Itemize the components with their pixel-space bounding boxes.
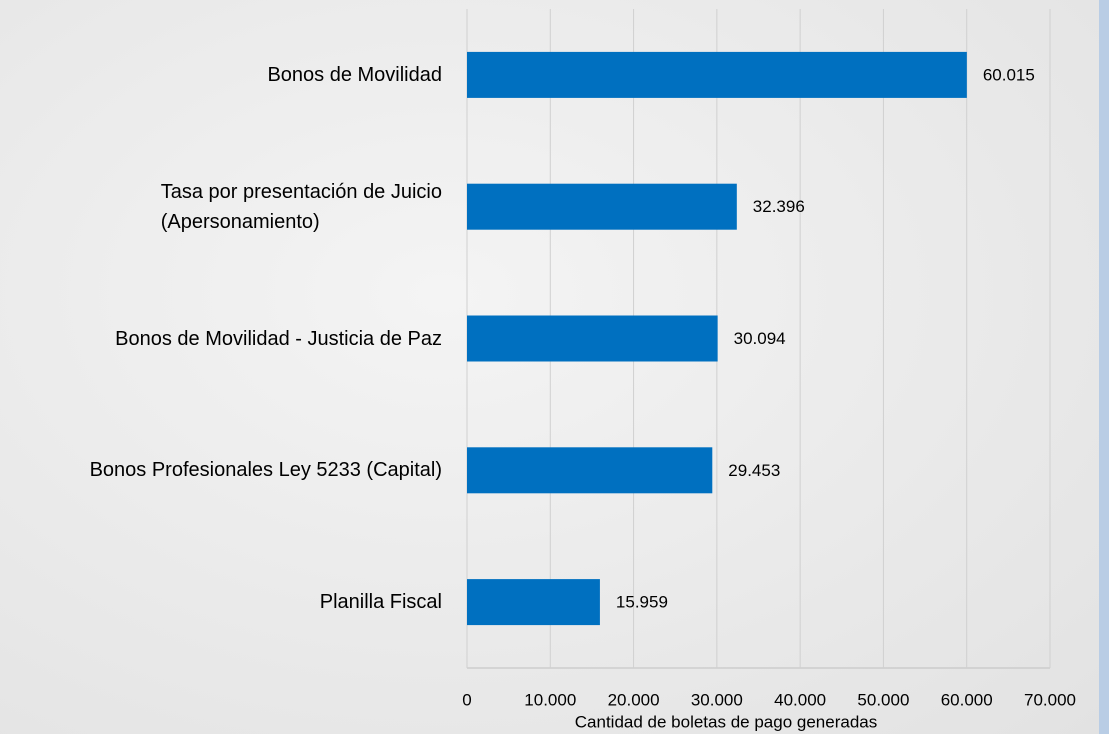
category-label: Bonos de Movilidad - Justicia de Paz xyxy=(0,324,442,354)
data-label: 29.453 xyxy=(728,461,780,480)
bar xyxy=(467,51,967,98)
category-label: Tasa por presentación de Juicio (Aperson… xyxy=(0,177,442,237)
x-tick-label: 30.000 xyxy=(691,690,743,709)
category-label: Planilla Fiscal xyxy=(0,587,442,617)
data-label: 60.015 xyxy=(983,65,1035,84)
category-text: Bonos Profesionales Ley 5233 (Capital) xyxy=(89,459,442,482)
category-label: Bonos Profesionales Ley 5233 (Capital) xyxy=(0,455,442,485)
side-stripe xyxy=(1099,0,1109,734)
category-label: Bonos de Movilidad xyxy=(0,60,442,90)
category-text: Tasa por presentación de Juicio (Aperson… xyxy=(160,180,442,233)
x-tick-label: 0 xyxy=(462,690,471,709)
x-tick-label: 20.000 xyxy=(608,690,660,709)
x-axis-label: Cantidad de boletas de pago generadas xyxy=(575,712,877,731)
bar xyxy=(467,315,718,362)
bar xyxy=(467,579,600,626)
bar xyxy=(467,183,737,230)
category-text: Bonos de Movilidad - Justicia de Paz xyxy=(115,327,442,350)
x-tick-label: 70.000 xyxy=(1024,690,1076,709)
x-tick-label: 60.000 xyxy=(941,690,993,709)
x-tick-label: 10.000 xyxy=(524,690,576,709)
data-label: 15.959 xyxy=(616,593,668,612)
category-text: Bonos de Movilidad xyxy=(267,63,442,86)
category-text: Planilla Fiscal xyxy=(319,591,442,614)
bar xyxy=(467,447,713,494)
data-label: 30.094 xyxy=(734,329,786,348)
data-label: 32.396 xyxy=(753,197,805,216)
x-tick-label: 40.000 xyxy=(774,690,826,709)
x-tick-label: 50.000 xyxy=(857,690,909,709)
